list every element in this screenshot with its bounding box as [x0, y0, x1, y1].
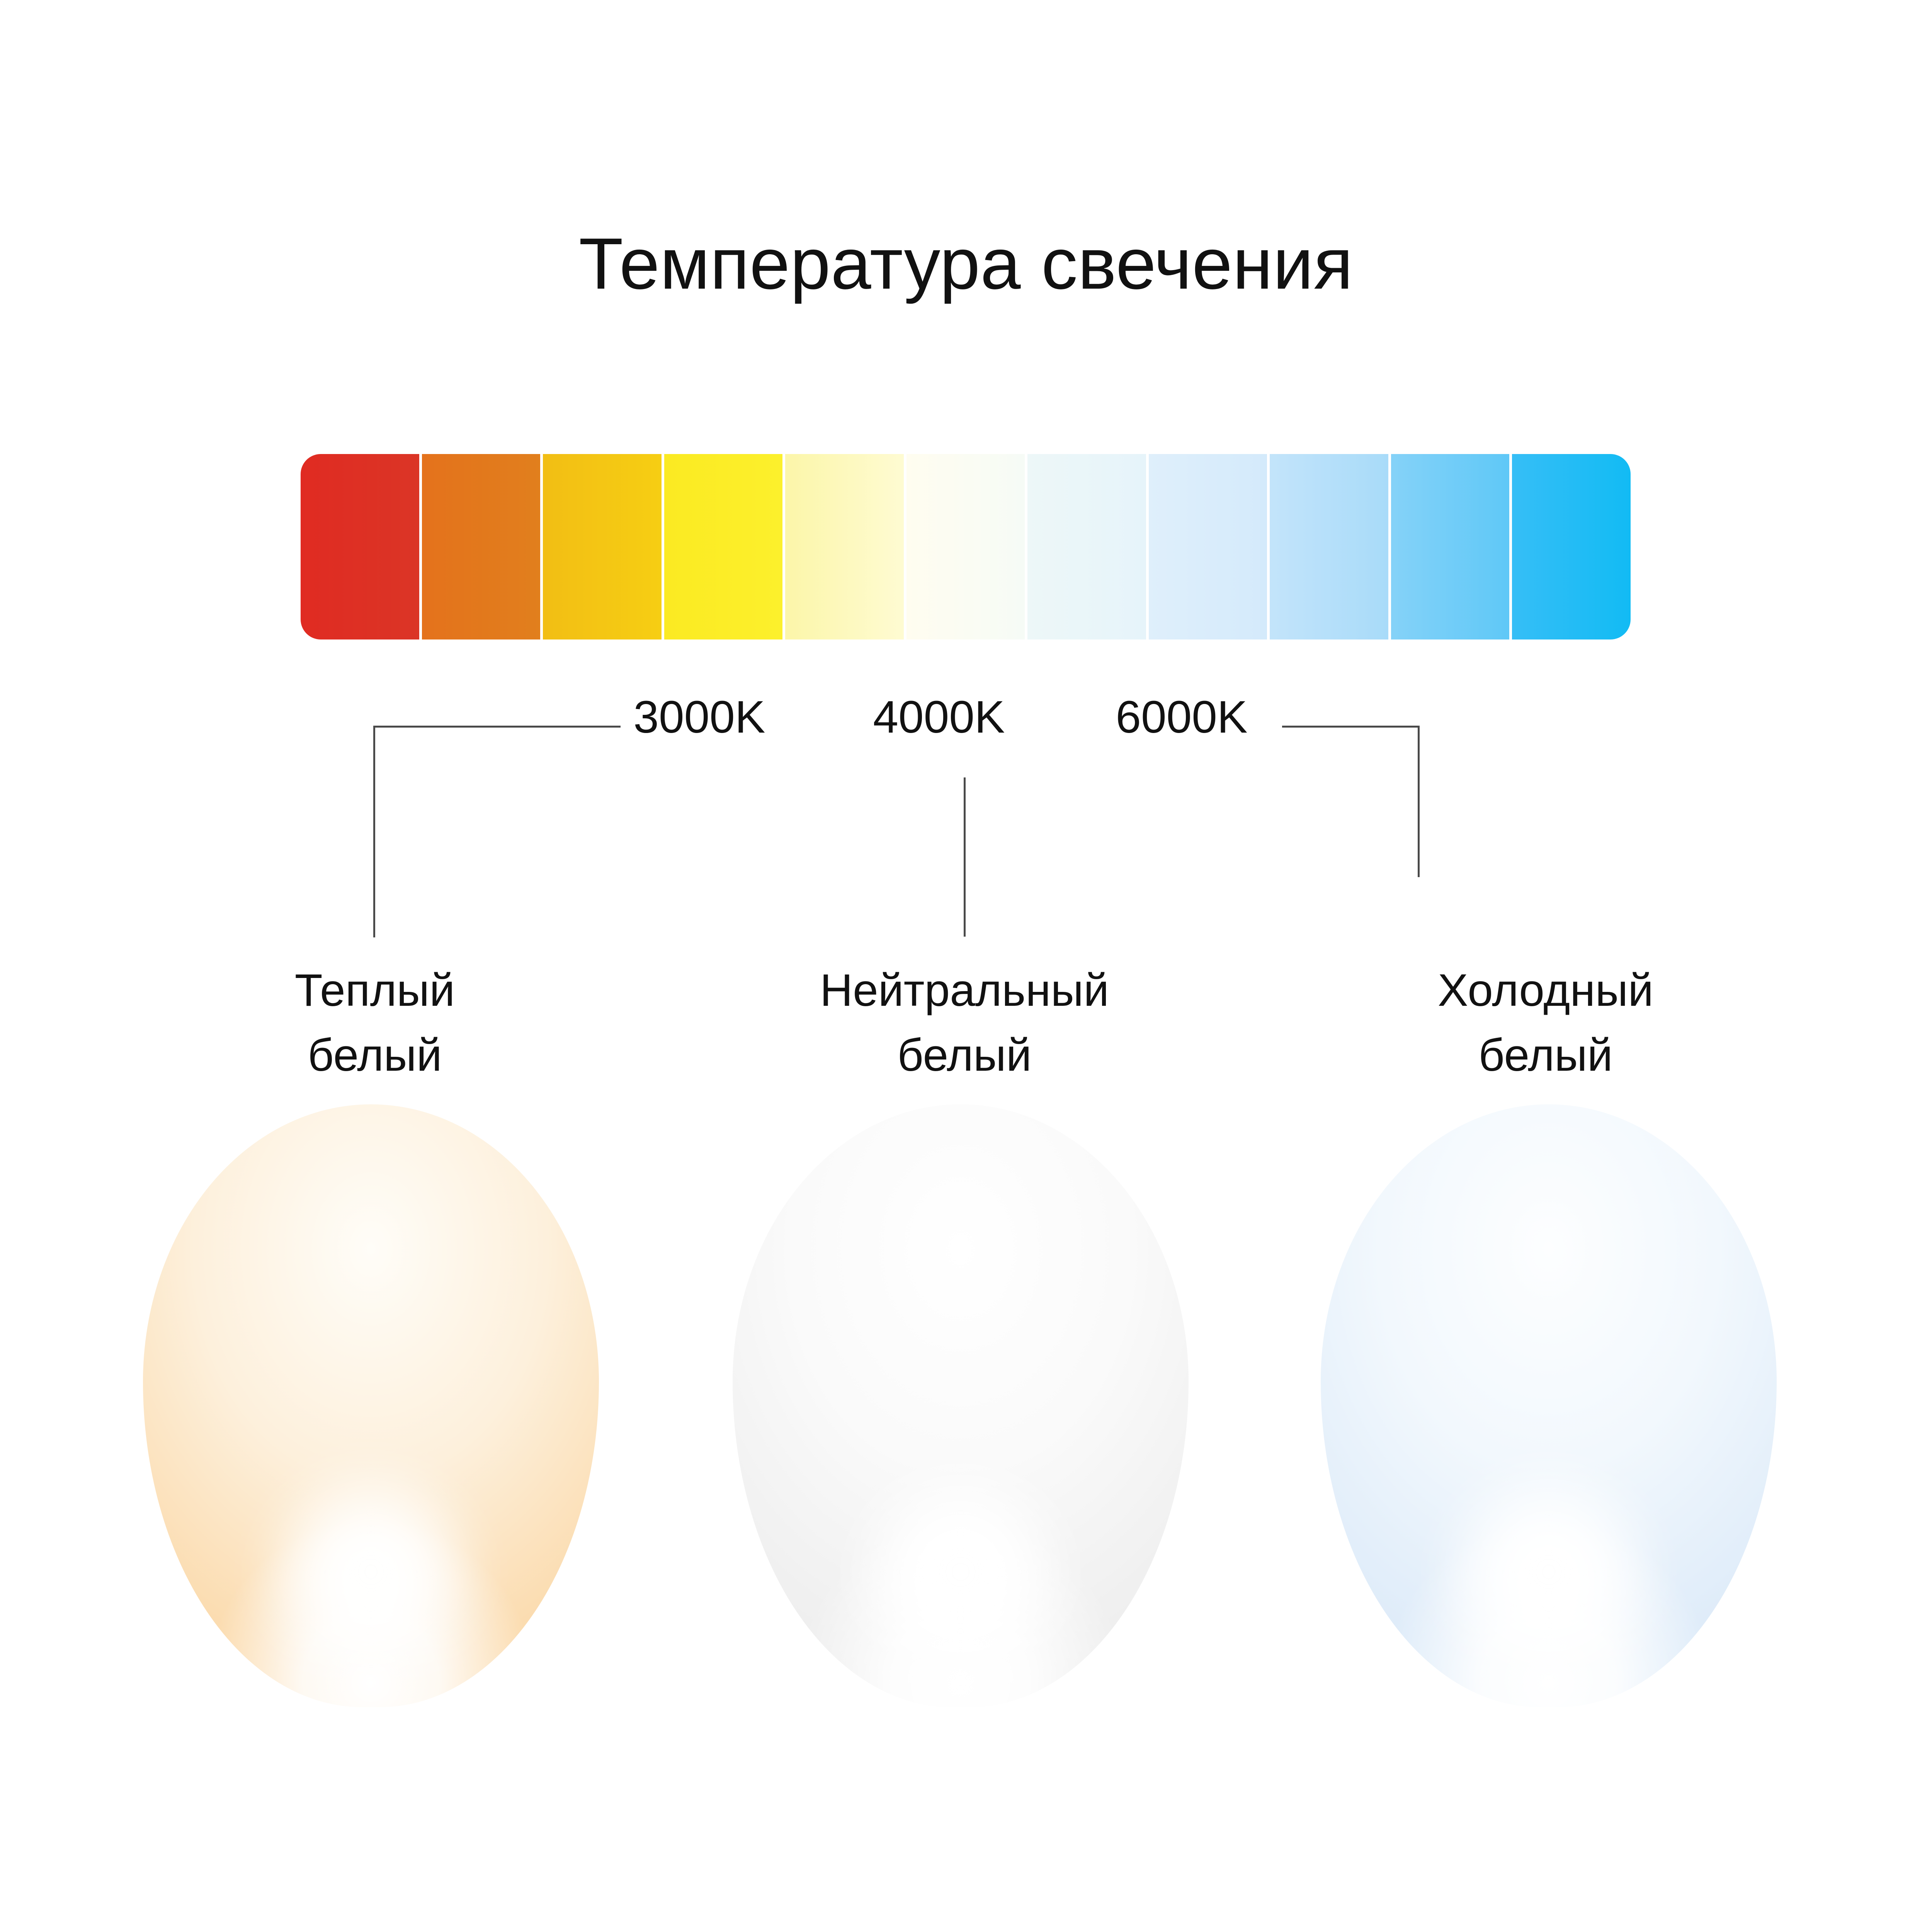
gradient-swatch-9	[1270, 454, 1391, 639]
gradient-swatch-11	[1512, 454, 1631, 639]
gradient-swatch-6	[906, 454, 1028, 639]
tone-label-neutral-line1: Нейтральный	[820, 965, 1109, 1016]
tone-label-neutral-line2: белый	[897, 1029, 1032, 1081]
kelvin-tick-6000: 6000K	[1116, 692, 1248, 743]
kelvin-tick-4000: 4000K	[873, 692, 1005, 743]
tone-label-neutral: Нейтральный белый	[771, 958, 1158, 1088]
bulb-glow-cool	[1321, 1104, 1777, 1707]
tone-label-warm-line2: белый	[308, 1029, 442, 1081]
gradient-swatch-5	[785, 454, 906, 639]
bulb-hotspot-warm	[251, 1452, 491, 1692]
gradient-swatch-3	[543, 454, 664, 639]
leader-line-neutral	[964, 777, 966, 937]
tone-label-cool-line2: белый	[1478, 1029, 1613, 1081]
color-temperature-gradient-bar	[301, 454, 1631, 639]
gradient-swatch-10	[1391, 454, 1512, 639]
tone-label-warm: Теплый белый	[182, 958, 568, 1088]
tone-label-cool-line1: Холодный	[1437, 965, 1654, 1016]
page-title: Температура свечения	[578, 223, 1354, 304]
bulb-hotspot-cool	[1429, 1452, 1668, 1692]
leader-line-cool	[1282, 726, 1420, 877]
gradient-swatch-8	[1148, 454, 1270, 639]
bulb-hotspot-neutral	[841, 1452, 1080, 1692]
tone-label-cool: Холодный белый	[1352, 958, 1739, 1088]
gradient-swatch-1	[301, 454, 422, 639]
tone-label-warm-line1: Теплый	[294, 965, 455, 1016]
bulb-glow-neutral	[733, 1104, 1189, 1707]
gradient-swatch-4	[664, 454, 786, 639]
kelvin-tick-3000: 3000K	[633, 692, 765, 743]
leader-line-warm	[373, 726, 621, 937]
gradient-swatch-7	[1027, 454, 1149, 639]
bulb-glow-warm	[143, 1104, 599, 1707]
gradient-swatch-2	[422, 454, 543, 639]
